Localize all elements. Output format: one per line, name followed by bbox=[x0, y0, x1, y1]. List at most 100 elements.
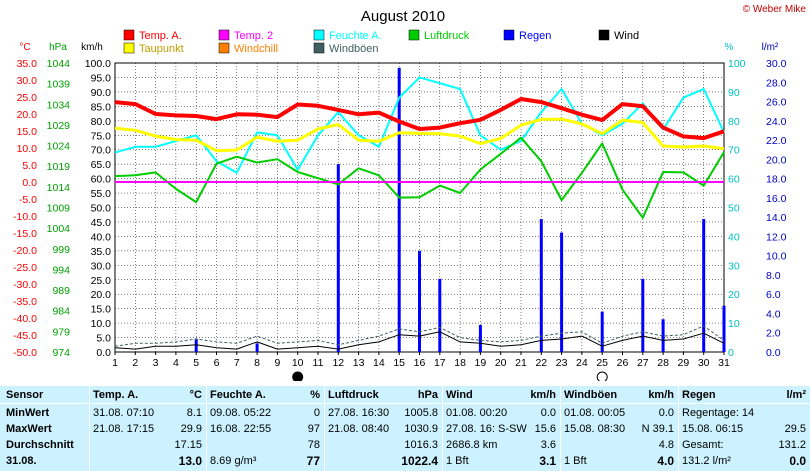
header-gust: Windböen bbox=[564, 389, 618, 401]
moon-markers bbox=[292, 371, 608, 381]
x-tick-label: 30 bbox=[698, 357, 710, 369]
header-humidity-unit: % bbox=[310, 389, 320, 401]
tick-label-lm2: 20.0 bbox=[766, 154, 787, 166]
rain-bars bbox=[194, 67, 726, 353]
x-tick-label: 17 bbox=[434, 357, 446, 369]
legend-label: Windböen bbox=[329, 43, 379, 55]
weather-chart: August 2010 © Weber Mike Temp. A. Temp. 2… bbox=[13, 4, 807, 381]
x-tick-label: 26 bbox=[617, 357, 629, 369]
moon-full-icon bbox=[596, 371, 608, 381]
tick-label-celsius: -25.0 bbox=[13, 262, 37, 274]
stat-cell-wind-t: 2686.8 km bbox=[446, 439, 498, 451]
legend-swatch bbox=[218, 29, 230, 41]
legend-swatch bbox=[313, 29, 325, 41]
stat-cell-hum-v: 0 bbox=[313, 407, 320, 419]
rain-bar bbox=[702, 219, 706, 352]
tick-label-percent: 90 bbox=[728, 87, 740, 99]
rain-bar bbox=[641, 278, 645, 352]
x-tick-label: 3 bbox=[153, 357, 159, 369]
tick-label-kmh: 55.0 bbox=[91, 188, 112, 200]
tick-label-kmh: 60.0 bbox=[91, 174, 112, 186]
stat-cell-wind-v: 0.0 bbox=[540, 407, 556, 419]
tick-label-lm2: 12.0 bbox=[766, 231, 787, 243]
stat-cell-rain-v: 0.0 bbox=[789, 454, 806, 468]
chart-title: August 2010 bbox=[361, 8, 445, 25]
stat-cell-press-t: 21.08. 08:40 bbox=[328, 423, 390, 435]
stat-cell-rain-v: 131.2 bbox=[778, 439, 806, 451]
header-gust-unit: km/h bbox=[648, 389, 674, 401]
stat-cell-wind-v: 3.6 bbox=[540, 439, 556, 451]
legend-label: Regen bbox=[519, 30, 551, 42]
legend-label: Luftdruck bbox=[424, 30, 470, 42]
axis-ticks: 35.0 30.0 25.0 20.0 15.0 10.0 5.0 0.0 -5.0 -10.0 -… bbox=[13, 58, 787, 359]
stat-cell-rain-t: Regentage: 14 bbox=[682, 407, 755, 419]
row-label: MaxWert bbox=[6, 423, 52, 435]
tick-label-hpa: 1009 bbox=[47, 203, 71, 215]
x-tick-label: 4 bbox=[173, 357, 179, 369]
x-tick-label: 13 bbox=[353, 357, 365, 369]
header-wind-unit: km/h bbox=[530, 389, 556, 401]
x-tick-label: 10 bbox=[292, 357, 304, 369]
header-wind: Wind bbox=[446, 389, 473, 401]
series-line-temp-a- bbox=[114, 97, 725, 141]
tick-label-kmh: 35.0 bbox=[91, 246, 112, 258]
tick-label-celsius: -45.0 bbox=[13, 330, 37, 342]
tick-label-kmh: 90.0 bbox=[91, 87, 112, 99]
header-rain: Regen bbox=[682, 389, 716, 401]
tick-label-celsius: 0.0 bbox=[22, 177, 37, 189]
x-tick-label: 1 bbox=[112, 357, 118, 369]
stat-cell-press-t: 27.08. 16:30 bbox=[328, 407, 390, 419]
statistics-table: Sensor Temp. A. °C Feuchte A. % Luftdruc… bbox=[0, 386, 810, 471]
tick-label-hpa: 1044 bbox=[47, 58, 71, 70]
x-tick-label: 12 bbox=[332, 357, 344, 369]
tick-label-hpa: 1024 bbox=[47, 141, 71, 153]
tick-label-celsius: -50.0 bbox=[13, 347, 37, 359]
x-tick-label: 22 bbox=[535, 357, 547, 369]
x-tick-label: 6 bbox=[214, 357, 220, 369]
legend-label: Feuchte A. bbox=[329, 30, 382, 42]
stat-cell-press-v: 1022.4 bbox=[401, 454, 438, 468]
tick-label-percent: 80 bbox=[728, 116, 740, 128]
header-humidity: Feuchte A. bbox=[210, 389, 266, 401]
stat-cell-press-v: 1030.9 bbox=[404, 423, 438, 435]
tick-label-kmh: 95.0 bbox=[91, 72, 112, 84]
tick-label-kmh: 40.0 bbox=[91, 231, 112, 243]
tick-label-hpa: 1014 bbox=[47, 182, 71, 194]
tick-label-celsius: 15.0 bbox=[17, 126, 38, 138]
legend-swatch bbox=[313, 42, 325, 54]
tick-label-kmh: 45.0 bbox=[91, 217, 112, 229]
axis-units: °C hPa km/h% l/m² bbox=[19, 42, 779, 53]
tick-label-kmh: 70.0 bbox=[91, 145, 112, 157]
tick-label-celsius: 35.0 bbox=[17, 58, 38, 70]
stat-cell-wind-v: 15.6 bbox=[534, 423, 556, 435]
tick-label-percent: 0 bbox=[728, 347, 734, 359]
stat-cell-temp-v: 8.1 bbox=[186, 407, 202, 419]
stat-cell-gust-t: 15.08. 08:30 bbox=[564, 423, 626, 435]
tick-label-hpa: 999 bbox=[52, 244, 70, 256]
rain-bar bbox=[539, 219, 543, 352]
x-tick-label: 21 bbox=[515, 357, 527, 369]
stat-cell-wind-t: 01.08. 00:20 bbox=[446, 407, 508, 419]
tick-label-kmh: 15.0 bbox=[91, 304, 112, 316]
tick-label-lm2: 26.0 bbox=[766, 97, 787, 109]
tick-label-lm2: 30.0 bbox=[766, 58, 787, 70]
axis-unit-celsius: °C bbox=[19, 42, 30, 53]
tick-label-kmh: 85.0 bbox=[91, 101, 112, 113]
tick-label-kmh: 65.0 bbox=[91, 159, 112, 171]
stat-cell-rain-t: 15.08. 06:15 bbox=[682, 423, 744, 435]
tick-label-percent: 100 bbox=[728, 58, 746, 70]
tick-label-hpa: 1029 bbox=[47, 120, 71, 132]
header-pressure: Luftdruck bbox=[328, 389, 379, 401]
tick-label-hpa: 1039 bbox=[47, 79, 71, 91]
rain-bar bbox=[600, 311, 604, 352]
stat-cell-temp-v: 13.0 bbox=[178, 454, 202, 468]
tick-label-lm2: 24.0 bbox=[766, 116, 787, 128]
tick-label-lm2: 14.0 bbox=[766, 212, 787, 224]
tick-label-hpa: 979 bbox=[52, 326, 70, 338]
x-tick-label: 9 bbox=[274, 357, 280, 369]
tick-label-percent: 20 bbox=[728, 289, 740, 301]
stat-cell-temp-t: 31.08. 07:10 bbox=[93, 407, 155, 419]
tick-label-hpa: 1034 bbox=[47, 99, 71, 111]
stat-cell-press-v: 1016.3 bbox=[404, 439, 438, 451]
x-tick-label: 7 bbox=[234, 357, 240, 369]
